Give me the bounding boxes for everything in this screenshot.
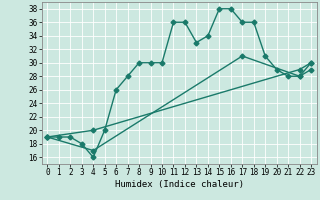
X-axis label: Humidex (Indice chaleur): Humidex (Indice chaleur) bbox=[115, 180, 244, 189]
